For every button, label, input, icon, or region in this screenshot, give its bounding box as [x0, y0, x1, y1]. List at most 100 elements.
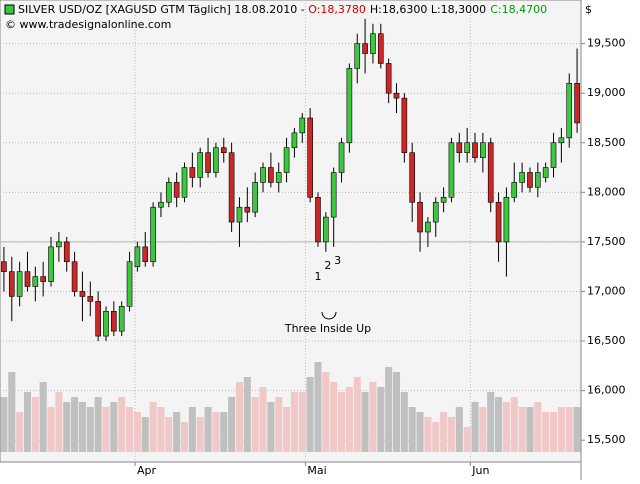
candle-body [307, 117, 313, 198]
volume-bar [71, 397, 79, 452]
volume-bar [377, 387, 385, 452]
candle-body [409, 152, 416, 203]
candle-body [244, 206, 251, 213]
volume-bar [369, 382, 377, 452]
candle-body [346, 68, 353, 144]
candle-body [71, 261, 78, 292]
candle-body [456, 142, 463, 153]
volume-bar [31, 397, 39, 452]
x-tick-label: Apr [137, 464, 157, 477]
volume-bar [495, 397, 503, 452]
candle-body [315, 196, 321, 243]
candle-body [260, 167, 266, 183]
volume-bar [455, 407, 463, 452]
volume-bar [157, 407, 165, 452]
volume-bar [188, 407, 196, 452]
volume-bar [141, 417, 149, 452]
candle-body [503, 196, 510, 243]
candle-body [213, 147, 219, 173]
candle-body [464, 142, 470, 153]
candle-body [440, 196, 447, 203]
volume-bar [290, 392, 298, 452]
volume-bar [110, 402, 118, 452]
volume-bar [526, 407, 534, 452]
candle-body [111, 311, 117, 332]
pattern-label: 3 [334, 254, 341, 267]
volume-bar [534, 402, 542, 452]
volume-bar [102, 407, 110, 452]
volume-bar [330, 382, 338, 452]
volume-bar [180, 422, 189, 452]
volume-bar [0, 397, 8, 452]
unit-label: $ [585, 3, 592, 16]
pattern-label: 1 [314, 270, 321, 283]
volume-bar [220, 412, 228, 452]
volume-bar [479, 407, 487, 452]
candle-body [550, 142, 557, 168]
y-tick-label: 18,500 [587, 136, 626, 149]
candle-body [299, 117, 306, 134]
y-tick-label: 16,000 [587, 384, 626, 397]
y-tick-label: 19,500 [587, 37, 626, 50]
x-tick-label: Jun [471, 464, 489, 477]
header: SILVER USD/OZ [XAGUSD GTM Täglich] 18.08… [18, 3, 547, 16]
candle-body [24, 271, 31, 287]
candle-body [220, 147, 227, 153]
volume-bar [432, 422, 440, 452]
candle-body [417, 201, 423, 233]
volume-bar [345, 387, 353, 452]
volume-bar [322, 372, 330, 452]
volume-bar [510, 397, 518, 452]
candle-body [574, 82, 580, 124]
candle-body [268, 167, 274, 183]
candle-body [205, 152, 211, 173]
candle-body [87, 296, 94, 302]
volume-bar [86, 407, 94, 452]
volume-bar [518, 407, 526, 452]
candle-body [197, 152, 204, 178]
candle-body [134, 246, 141, 267]
candle-body [558, 137, 565, 144]
volume-bar [283, 407, 291, 452]
candle-body [79, 291, 86, 297]
candle-body [401, 97, 408, 153]
candle-body [519, 172, 525, 183]
plot-area [0, 0, 582, 463]
y-tick-label: 16,500 [587, 334, 626, 347]
candle-body [291, 132, 298, 149]
volume-bar [408, 407, 416, 452]
candle-body [377, 33, 384, 64]
volume-bar [16, 412, 24, 452]
copyright: © www.tradesignalonline.com [5, 18, 171, 31]
candle-body [370, 33, 376, 54]
volume-bar [149, 402, 157, 452]
candle-body [173, 182, 180, 198]
volume-bar [440, 412, 448, 452]
volume-bar [306, 377, 314, 452]
volume-bar [267, 402, 275, 452]
y-tick-label: 19,000 [587, 86, 626, 99]
candle-body [16, 271, 23, 297]
volume-bar [502, 402, 510, 452]
candle-body [511, 182, 518, 198]
candle-body [103, 311, 109, 337]
candle-body [63, 241, 70, 263]
volume-bar [235, 382, 243, 452]
candle-body [487, 142, 494, 203]
candle-body [40, 276, 46, 282]
candle-body [158, 201, 164, 208]
header-open: O:18,3780 [308, 3, 366, 16]
candle-body [32, 276, 39, 287]
volume-bar [298, 392, 306, 452]
volume-bar [23, 392, 32, 452]
candle-body [338, 142, 345, 173]
volume-bar [243, 377, 251, 452]
candle-body [535, 172, 541, 188]
candle-body [252, 182, 258, 213]
volume-bar [565, 407, 573, 452]
y-tick-label: 15,500 [587, 433, 626, 446]
candle-body [432, 201, 439, 223]
volume-bar [353, 377, 361, 452]
candle-body [228, 152, 235, 223]
candle-body [48, 246, 54, 282]
